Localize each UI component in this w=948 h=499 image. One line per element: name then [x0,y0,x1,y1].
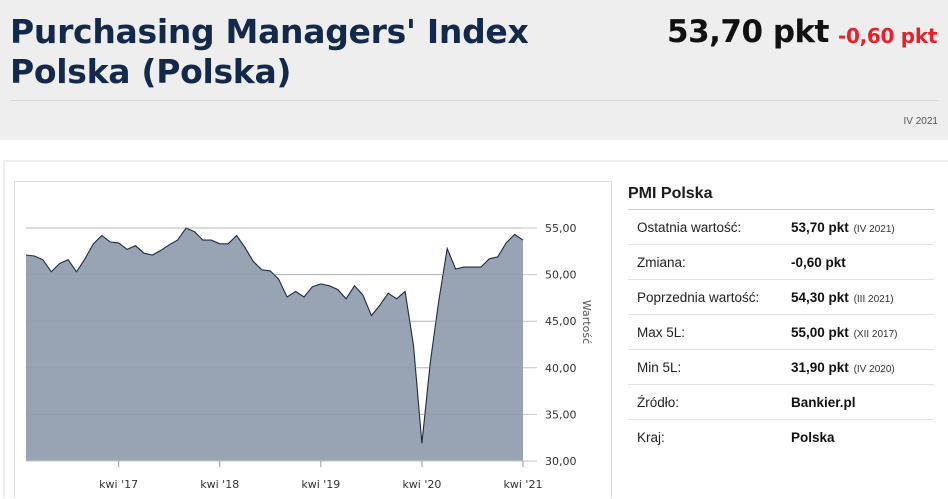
y-tick-label: 55,00 [545,222,577,235]
info-row: Poprzednia wartość: 54,30 pkt (III 2021) [628,280,934,315]
current-value: 53,70 pkt [667,14,829,50]
y-axis-label: Wartość [580,300,593,344]
info-table: PMI Polska Ostatnia wartość: 53,70 pkt (I… [628,182,934,455]
info-row-value: 31,90 pkt (IV 2020) [791,360,895,375]
pmi-chart[interactable]: 55,00 50,00 45,00 40,00 35,00 30,00 kwi '17 kwi… [15,182,613,499]
info-row-value-text: 31,90 pkt [791,360,849,375]
y-tick-label: 35,00 [545,408,577,421]
info-row-value: Polska [791,430,835,445]
page-title: Purchasing Managers' Index Polska (Polsk… [10,12,529,91]
info-row: Ostatnia wartość: 53,70 pkt (IV 2021) [628,210,934,245]
y-tick-label: 50,00 [545,269,577,282]
info-row-value-text: -0,60 pkt [791,255,846,270]
info-row-note: (XII 2017) [850,329,898,340]
series-line [25,227,524,444]
header-panel: Purchasing Managers' Index Polska (Polsk… [0,0,948,140]
info-row-value-text: 54,30 pkt [791,290,849,305]
info-row-note: (IV 2021) [850,224,895,235]
info-row-value: 55,00 pkt (XII 2017) [791,325,898,340]
info-row: Źródło: Bankier.pl [628,385,934,420]
x-tick-label: kwi '20 [402,478,441,491]
info-row-value-text: Bankier.pl [791,395,856,410]
info-row-value-text: 53,70 pkt [791,220,849,235]
info-row-label: Min 5L: [637,360,682,375]
info-row-value-text: Polska [791,430,835,445]
info-row: Max 5L: 55,00 pkt (XII 2017) [628,315,934,350]
info-row: Kraj: Polska [628,420,934,455]
x-tick-label: kwi '21 [504,478,543,491]
info-row-note: (IV 2020) [850,364,895,375]
info-row-note: (III 2021) [850,294,894,305]
y-tick-label: 45,00 [545,315,577,328]
info-row: Min 5L: 31,90 pkt (IV 2020) [628,350,934,385]
info-row-label: Ostatnia wartość: [637,220,742,235]
period-label: IV 2021 [903,116,938,127]
x-tick-label: kwi '17 [99,478,138,491]
y-tick-label: 30,00 [545,455,577,468]
info-row-value: 53,70 pkt (IV 2021) [791,220,895,235]
divider [10,100,938,101]
info-row-value-text: 55,00 pkt [791,325,849,340]
info-row-label: Zmiana: [637,255,686,270]
chart-container[interactable]: 55,00 50,00 45,00 40,00 35,00 30,00 kwi '17 kwi… [14,181,612,498]
info-row-label: Źródło: [637,395,680,410]
value-change: -0,60 pkt [838,24,938,48]
info-row-label: Poprzednia wartość: [637,290,760,305]
area-fill [26,228,523,461]
info-row-value: 54,30 pkt (III 2021) [791,290,894,305]
info-row-label: Max 5L: [637,325,686,340]
info-title: PMI Polska [628,182,934,210]
info-row-value: -0,60 pkt [791,255,846,270]
x-tick-label: kwi '18 [200,478,239,491]
info-row-label: Kraj: [637,430,665,445]
y-tick-label: 40,00 [545,362,577,375]
info-row: Zmiana: -0,60 pkt [628,245,934,280]
x-tick-label: kwi '19 [301,478,340,491]
info-row-value: Bankier.pl [791,395,856,410]
